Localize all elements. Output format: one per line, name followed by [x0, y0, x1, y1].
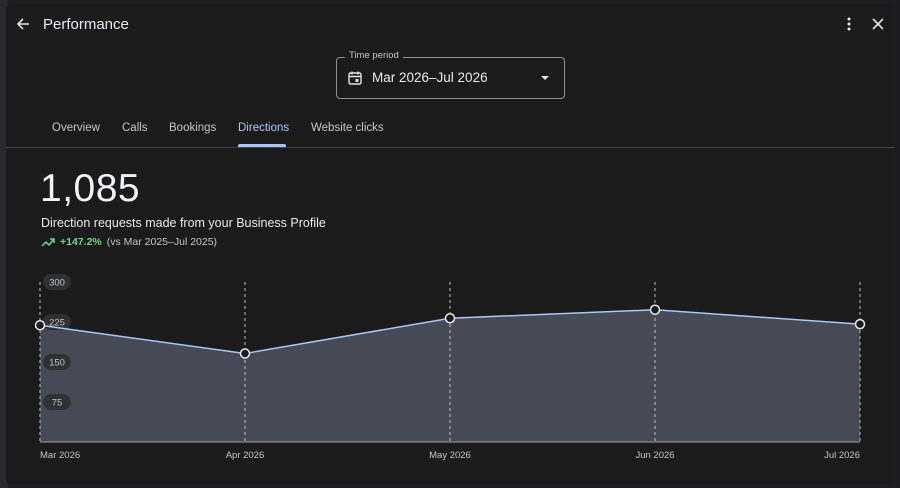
y-tick-label: 75: [52, 398, 63, 409]
tab-directions[interactable]: Directions: [238, 122, 290, 134]
data-point[interactable]: [239, 348, 251, 359]
dialog-title: Performance: [43, 16, 129, 33]
tab-overview[interactable]: Overview: [52, 122, 100, 134]
y-tick-badge: [43, 354, 71, 370]
back-button[interactable]: [9, 10, 37, 38]
trend-summary: +147.2% (vs Mar 2025–Jul 2025): [41, 236, 217, 248]
y-tick-label: 225: [49, 318, 65, 329]
y-tick-badge: [43, 394, 71, 410]
performance-dialog: Performance Time period Mar 2026–Jul 202…: [6, 4, 895, 484]
data-point[interactable]: [444, 313, 456, 324]
time-period-value: Mar 2026–Jul 2026: [372, 70, 488, 85]
total-direction-requests: 1,085: [40, 167, 141, 210]
time-period-select[interactable]: Time period Mar 2026–Jul 2026: [336, 50, 565, 99]
active-tab-indicator: [238, 144, 286, 147]
x-tick-label: Jun 2026: [635, 450, 674, 461]
dropdown-arrow-icon: [541, 76, 549, 80]
trending-up-icon: [41, 238, 55, 247]
comparison-period: (vs Mar 2025–Jul 2025): [106, 236, 218, 248]
x-tick-label: May 2026: [429, 450, 471, 461]
more-options-button[interactable]: [835, 10, 863, 38]
x-tick-label: Apr 2026: [226, 450, 265, 461]
time-period-label: Time period: [345, 50, 403, 61]
y-tick-badge: [43, 274, 71, 290]
metric-description: Direction requests made from your Busine…: [41, 216, 326, 230]
x-tick-label: Jul 2026: [824, 450, 860, 461]
tab-bar: Overview Calls Bookings Directions Websi…: [6, 116, 895, 148]
more-vert-icon: [847, 17, 851, 31]
tab-calls[interactable]: Calls: [122, 122, 148, 134]
data-point[interactable]: [34, 319, 46, 331]
x-tick-label: Mar 2026: [40, 450, 80, 461]
close-icon: [872, 18, 884, 30]
tab-website-clicks[interactable]: Website clicks: [311, 122, 384, 134]
arrow-back-icon: [16, 18, 29, 30]
calendar-icon: [348, 71, 362, 85]
y-tick-label: 150: [49, 358, 65, 369]
tab-bookings[interactable]: Bookings: [169, 122, 217, 134]
close-button[interactable]: [864, 10, 892, 38]
y-tick-label: 300: [49, 278, 65, 289]
directions-area-chart: 300 225 150 75 Mar 2026 Apr 2026 May 2026 Jun 2…: [34, 274, 866, 461]
data-point[interactable]: [649, 304, 661, 315]
background-window-edge: [0, 0, 8, 488]
dialog-header: Performance: [6, 4, 895, 46]
data-point[interactable]: [854, 318, 866, 330]
change-percent: +147.2%: [60, 236, 102, 248]
